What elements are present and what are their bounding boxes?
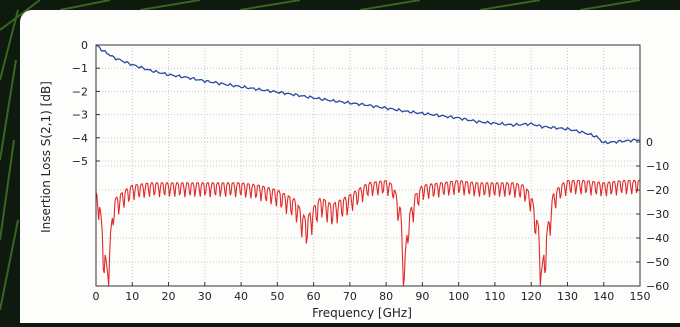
- x-tick-label: 70: [343, 290, 357, 303]
- x-tick-label: 150: [630, 290, 651, 303]
- x-tick-label: 130: [557, 290, 578, 303]
- axes: 0 10 20 30 40 50 60 70 80 90 100 110 120 130 140 150 0 −1…: [72, 39, 669, 303]
- y2-tick-label: 0: [646, 136, 653, 149]
- x-tick-label: 120: [521, 290, 542, 303]
- x-tick-label: 110: [484, 290, 505, 303]
- x-tick-label: 90: [415, 290, 429, 303]
- x-tick-label: 20: [162, 290, 176, 303]
- y-tick-label: −5: [72, 155, 88, 168]
- y-tick-label: −4: [72, 132, 88, 145]
- y2-tick-label: −10: [646, 160, 669, 173]
- background-foliage: [0, 0, 641, 311]
- x-tick-label: 50: [270, 290, 284, 303]
- x-tick-label: 100: [448, 290, 469, 303]
- y-axis-label: Insertion Loss S(2,1) [dB]: [39, 81, 53, 233]
- x-axis-label: Frequency [GHz]: [312, 306, 412, 320]
- grid: [95, 44, 641, 287]
- series-layer: [95, 44, 641, 287]
- y2-tick-label: −20: [646, 184, 669, 197]
- chart-panel: 0 10 20 30 40 50 60 70 80 90 100 110 120 130 140 150 0 −1…: [20, 10, 680, 323]
- insertion-loss-series: [95, 44, 641, 145]
- y-tick-label: −2: [72, 85, 88, 98]
- y-tick-label: −3: [72, 109, 88, 122]
- x-tick-label: 140: [593, 290, 614, 303]
- y2-tick-label: −40: [646, 232, 669, 245]
- x-tick-label: 80: [379, 290, 393, 303]
- insertion-loss-chart: 0 10 20 30 40 50 60 70 80 90 100 110 120 130 140 150 0 −1…: [39, 39, 669, 320]
- x-tick-label: 0: [93, 290, 100, 303]
- x-tick-label: 40: [234, 290, 248, 303]
- y2-tick-label: −60: [646, 280, 669, 293]
- x-tick-label: 10: [125, 290, 139, 303]
- y-tick-label: −1: [72, 62, 88, 75]
- y2-tick-label: −30: [646, 208, 669, 221]
- x-tick-label: 60: [307, 290, 321, 303]
- return-loss-series: [95, 179, 641, 287]
- x-tick-label: 30: [198, 290, 212, 303]
- y-tick-label: 0: [81, 39, 88, 52]
- y2-tick-label: −50: [646, 256, 669, 269]
